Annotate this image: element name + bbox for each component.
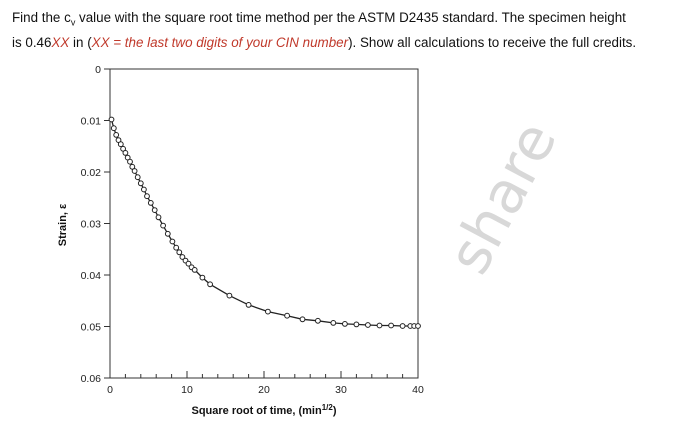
question-line-1: Find the cv value with the square root t… xyxy=(12,8,692,33)
data-point xyxy=(415,323,421,329)
y-tick-label: 0.02 xyxy=(81,167,102,179)
data-point xyxy=(164,230,171,237)
y-tick-label: 0.01 xyxy=(81,116,102,128)
data-point xyxy=(108,116,115,123)
plot-frame xyxy=(109,68,419,379)
question-line2-a: is 0.46 xyxy=(12,34,52,50)
data-point xyxy=(342,321,348,327)
data-point xyxy=(191,267,198,273)
question-line2-c: ). Show all calculations to receive the … xyxy=(348,34,637,50)
data-point xyxy=(388,322,395,329)
x-axis-title: Square root of time, (min1/2) xyxy=(192,403,337,417)
x-tick-label: 40 xyxy=(412,384,424,396)
data-point xyxy=(141,186,147,193)
y-axis-title: Strain, ε xyxy=(57,203,69,246)
data-point xyxy=(265,308,271,315)
data-point xyxy=(199,274,206,281)
question-line-2: is 0.46XX in (XX = the last two digits o… xyxy=(12,33,692,53)
data-point xyxy=(110,125,117,132)
data-point xyxy=(113,132,120,138)
data-point xyxy=(330,320,337,326)
data-point xyxy=(315,317,321,324)
data-point xyxy=(134,174,141,181)
data-point xyxy=(127,158,133,165)
question-line2-xx: XX xyxy=(51,34,70,50)
x-tick-label: 20 xyxy=(258,384,270,396)
x-axis-title-main: Square root of time, (min xyxy=(192,405,322,417)
data-point xyxy=(137,180,144,187)
data-point xyxy=(353,321,360,328)
y-tick-label: 0.05 xyxy=(81,322,102,334)
y-axis-ticks: 0 0.01 0.02 0.03 0.04 0.05 0.06 xyxy=(81,64,110,385)
data-point xyxy=(179,254,186,260)
data-point xyxy=(185,260,192,267)
data-point xyxy=(147,200,154,206)
x-tick-label: 30 xyxy=(335,384,347,396)
x-tick-label: 10 xyxy=(181,384,193,396)
data-point xyxy=(155,214,162,221)
data-point xyxy=(160,222,167,229)
data-point xyxy=(169,238,176,245)
data-point xyxy=(144,193,150,200)
data-point xyxy=(365,322,371,328)
y-tick-label: 0 xyxy=(95,64,101,76)
data-point xyxy=(299,316,306,323)
data-point xyxy=(284,312,291,319)
data-point xyxy=(207,281,214,288)
y-tick-label: 0.06 xyxy=(81,373,102,385)
data-point xyxy=(122,150,129,156)
data-point xyxy=(129,163,136,170)
question-line1-subscript: v xyxy=(70,17,76,28)
x-axis-ticks: 0 10 20 30 40 xyxy=(107,371,424,396)
series-line xyxy=(110,119,418,327)
question-line2-note: XX = the last two digits of your CIN num… xyxy=(91,34,349,50)
data-point xyxy=(226,292,233,299)
x-axis-title-superscript: 1/2 xyxy=(322,403,334,412)
data-point xyxy=(399,323,406,329)
data-point xyxy=(376,322,383,329)
watermark-text: share xyxy=(434,111,570,285)
data-point xyxy=(176,249,183,256)
data-point xyxy=(131,168,138,174)
x-axis-title-end: ) xyxy=(333,405,337,417)
series-points xyxy=(108,116,421,329)
data-point xyxy=(117,141,124,148)
x-tick-label: 0 xyxy=(107,384,113,396)
data-point xyxy=(245,302,252,308)
data-point xyxy=(173,244,180,251)
y-tick-label: 0.04 xyxy=(81,270,102,282)
question-line1-b: value with the square root time method p… xyxy=(75,10,626,25)
y-tick-label: 0.03 xyxy=(81,219,102,231)
data-point xyxy=(151,207,158,214)
question-line2-b: in ( xyxy=(69,34,92,50)
question-line1-a: Find the c xyxy=(12,10,71,25)
question-text: Find the cv value with the square root t… xyxy=(12,8,692,53)
